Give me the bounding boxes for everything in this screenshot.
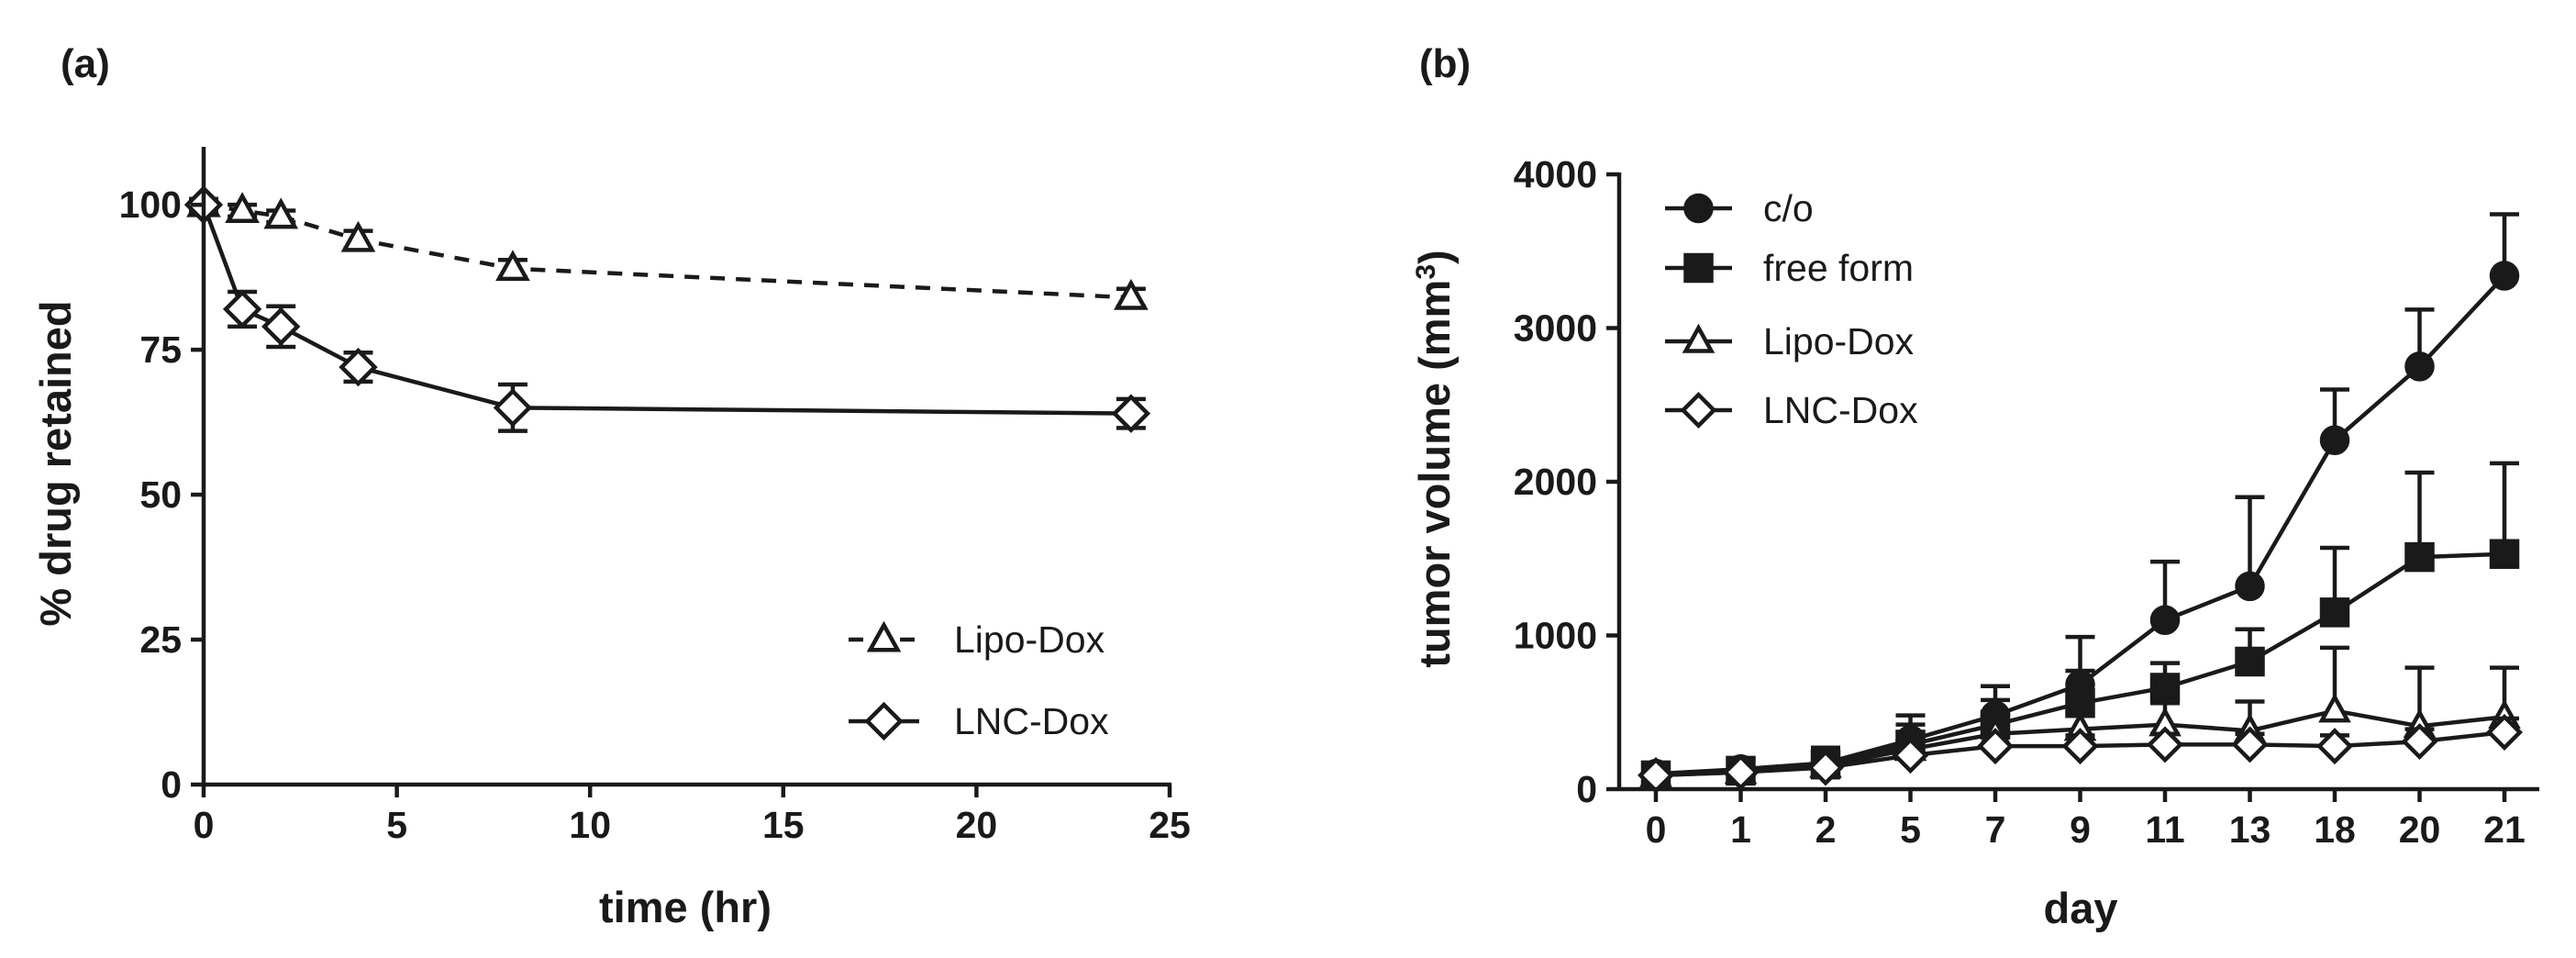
panel-a-x-tick-label: 15 [762,804,805,846]
panel-a-x-tick-label: 25 [1149,804,1191,846]
panel-a-lnc-dox-point [261,306,301,347]
panel-b-plot-area [1638,212,2523,794]
panel-a-lnc-dox-point [1111,394,1151,433]
panel-a-y-tick-label: 25 [139,618,182,661]
panel-b-x-tick-label: 5 [1900,808,1921,851]
panel-a-y-tick-label: 50 [139,473,182,516]
panel-b-x-tick-label: 2 [1815,808,1837,851]
panel-b: (b) 0 1 2 5 7 9 11 13 18 20 21 0 1000 2000 3000 4000 d… [1410,41,2539,932]
panel-b-lnc-dox-point [1807,749,1844,786]
panel-b-lnc-dox-point [2486,714,2523,752]
panel-a-plot-area [183,184,1151,433]
panel-b-free-form-point [2235,646,2265,677]
panel-b-y-axis-title-end: ) [1410,250,1459,264]
panel-a-lipo-dox-point [495,250,530,282]
panel-b-c-o-point [2404,351,2435,382]
panel-a-x-tick-label: 0 [194,804,215,846]
panel-a-x-axis-title: time (hr) [599,883,772,931]
panel-b-y-tick-label: 1000 [1514,615,1597,657]
panel-a: (a) 0 5 10 15 20 25 0 25 50 75 100 time (hr) % dr… [31,41,1191,931]
panel-a-lnc-dox-point [222,289,262,329]
panel-b-lnc-dox-point [1892,737,1929,774]
panel-b-legend-c-o-marker [1683,193,1714,224]
panel-b-lnc-dox-point [2316,728,2353,765]
panel-b-x-axis-title: day [2044,884,2118,932]
panel-b-legend-lipo-dox-label: Lipo-Dox [1763,320,1915,362]
panel-b-lnc-dox-point [2231,726,2269,763]
panel-a-label: (a) [61,41,110,86]
panel-b-lnc-dox-point [2401,723,2438,761]
panel-b-c-o-point [2319,425,2350,456]
panel-b-lnc-dox-point [1977,728,2014,765]
panel-a-lipo-dox-point [340,220,376,252]
panel-b-lnc-dox-series [1638,714,2523,794]
panel-a-lnc-dox-point [493,388,533,428]
panel-b-free-form-point [2149,673,2181,703]
panel-b-y-axis-title-superscript: 3 [1411,264,1441,280]
panel-b-legend: c/o free form Lipo-Dox LNC-Dox [1665,187,1918,431]
panel-b-y-axis-title: tumor volume (mm3) [1410,250,1459,667]
panel-b-legend-free-form: free form [1665,247,1914,289]
panel-b-x-tick-label: 13 [2229,808,2271,851]
panel-b-legend-lipo-dox-marker [1682,323,1715,353]
panel-b-y-tick-label: 0 [1576,768,1597,810]
panel-b-x-tick-label: 9 [2070,808,2091,851]
panel-a-x-tick-label: 10 [569,804,611,846]
panel-a-x-axis: 0 5 10 15 20 25 [194,782,1191,846]
panel-a-lipo-dox-series [186,185,1149,310]
panel-b-y-tick-label: 2000 [1514,461,1597,503]
panel-b-free-form-point [2489,539,2520,569]
panel-b-x-tick-label: 21 [2483,808,2526,851]
panel-a-y-axis: 0 25 50 75 100 [119,147,206,806]
panel-a-legend: Lipo-Dox LNC-Dox [849,618,1109,742]
panel-a-y-tick-label: 75 [139,329,182,371]
panel-b-legend-free-form-marker [1683,252,1714,284]
panel-a-x-tick-label: 20 [956,804,998,846]
panel-b-lipo-dox-point [2318,693,2351,723]
panel-a-lipo-dox-point [263,197,299,229]
panel-b-x-tick-label: 11 [2145,808,2184,851]
panel-b-legend-lnc-dox-label: LNC-Dox [1763,389,1918,431]
panel-a-legend-lipo-dox-marker [866,620,902,652]
panel-b-legend-lnc-dox-marker [1680,392,1717,429]
panel-b-free-form-point [2404,541,2435,573]
panel-b-legend-free-form-label: free form [1763,247,1914,289]
panel-a-legend-lipo-dox: Lipo-Dox [849,618,1105,661]
panel-b-c-o-point [2149,605,2181,635]
panel-b-lnc-dox-point [2147,726,2183,763]
panel-a-x-tick-label: 5 [386,804,407,846]
panel-a-y-tick-label: 0 [161,763,182,806]
panel-b-x-tick-label: 20 [2399,808,2441,851]
panel-b-y-tick-label: 4000 [1514,153,1597,195]
panel-b-legend-lnc-dox: LNC-Dox [1665,389,1918,431]
panel-b-c-o-point [2489,261,2520,291]
panel-a-lnc-dox-series [183,184,1151,433]
panel-a-legend-lnc-dox: LNC-Dox [849,700,1109,742]
panel-b-legend-c-o: c/o [1665,187,1814,229]
panel-a-lipo-dox-point [1114,278,1149,310]
panel-b-c-o-point [2235,571,2265,602]
panel-b-x-tick-label: 7 [1985,808,2006,851]
panel-b-label: (b) [1419,41,1471,86]
panel-b-y-tick-label: 3000 [1514,307,1597,350]
panel-b-x-tick-label: 18 [2314,808,2356,851]
panel-b-x-axis: 0 1 2 5 7 9 11 13 18 20 21 [1619,786,2539,851]
panel-b-y-axis-title-main: tumor volume (mm [1410,280,1459,668]
panel-a-lnc-dox-point [339,347,378,387]
panel-b-legend-lipo-dox: Lipo-Dox [1665,320,1915,362]
panel-a-y-tick-label: 100 [119,184,182,226]
panel-b-legend-c-o-label: c/o [1763,187,1814,229]
panel-a-legend-lipo-dox-label: Lipo-Dox [954,618,1105,661]
panel-b-x-tick-label: 1 [1730,808,1751,851]
panel-b-lnc-dox-point [2061,728,2099,765]
panel-b-free-form-point [2319,597,2350,628]
panel-a-legend-lnc-dox-label: LNC-Dox [954,700,1109,742]
panel-b-x-tick-label: 0 [1646,808,1667,851]
panel-a-y-axis-title: % drug retained [31,300,80,626]
panel-a-lipo-dox-point [225,192,260,223]
panel-a-legend-lnc-dox-marker [864,701,904,741]
panel-b-y-axis: 0 1000 2000 3000 4000 [1514,153,1622,810]
